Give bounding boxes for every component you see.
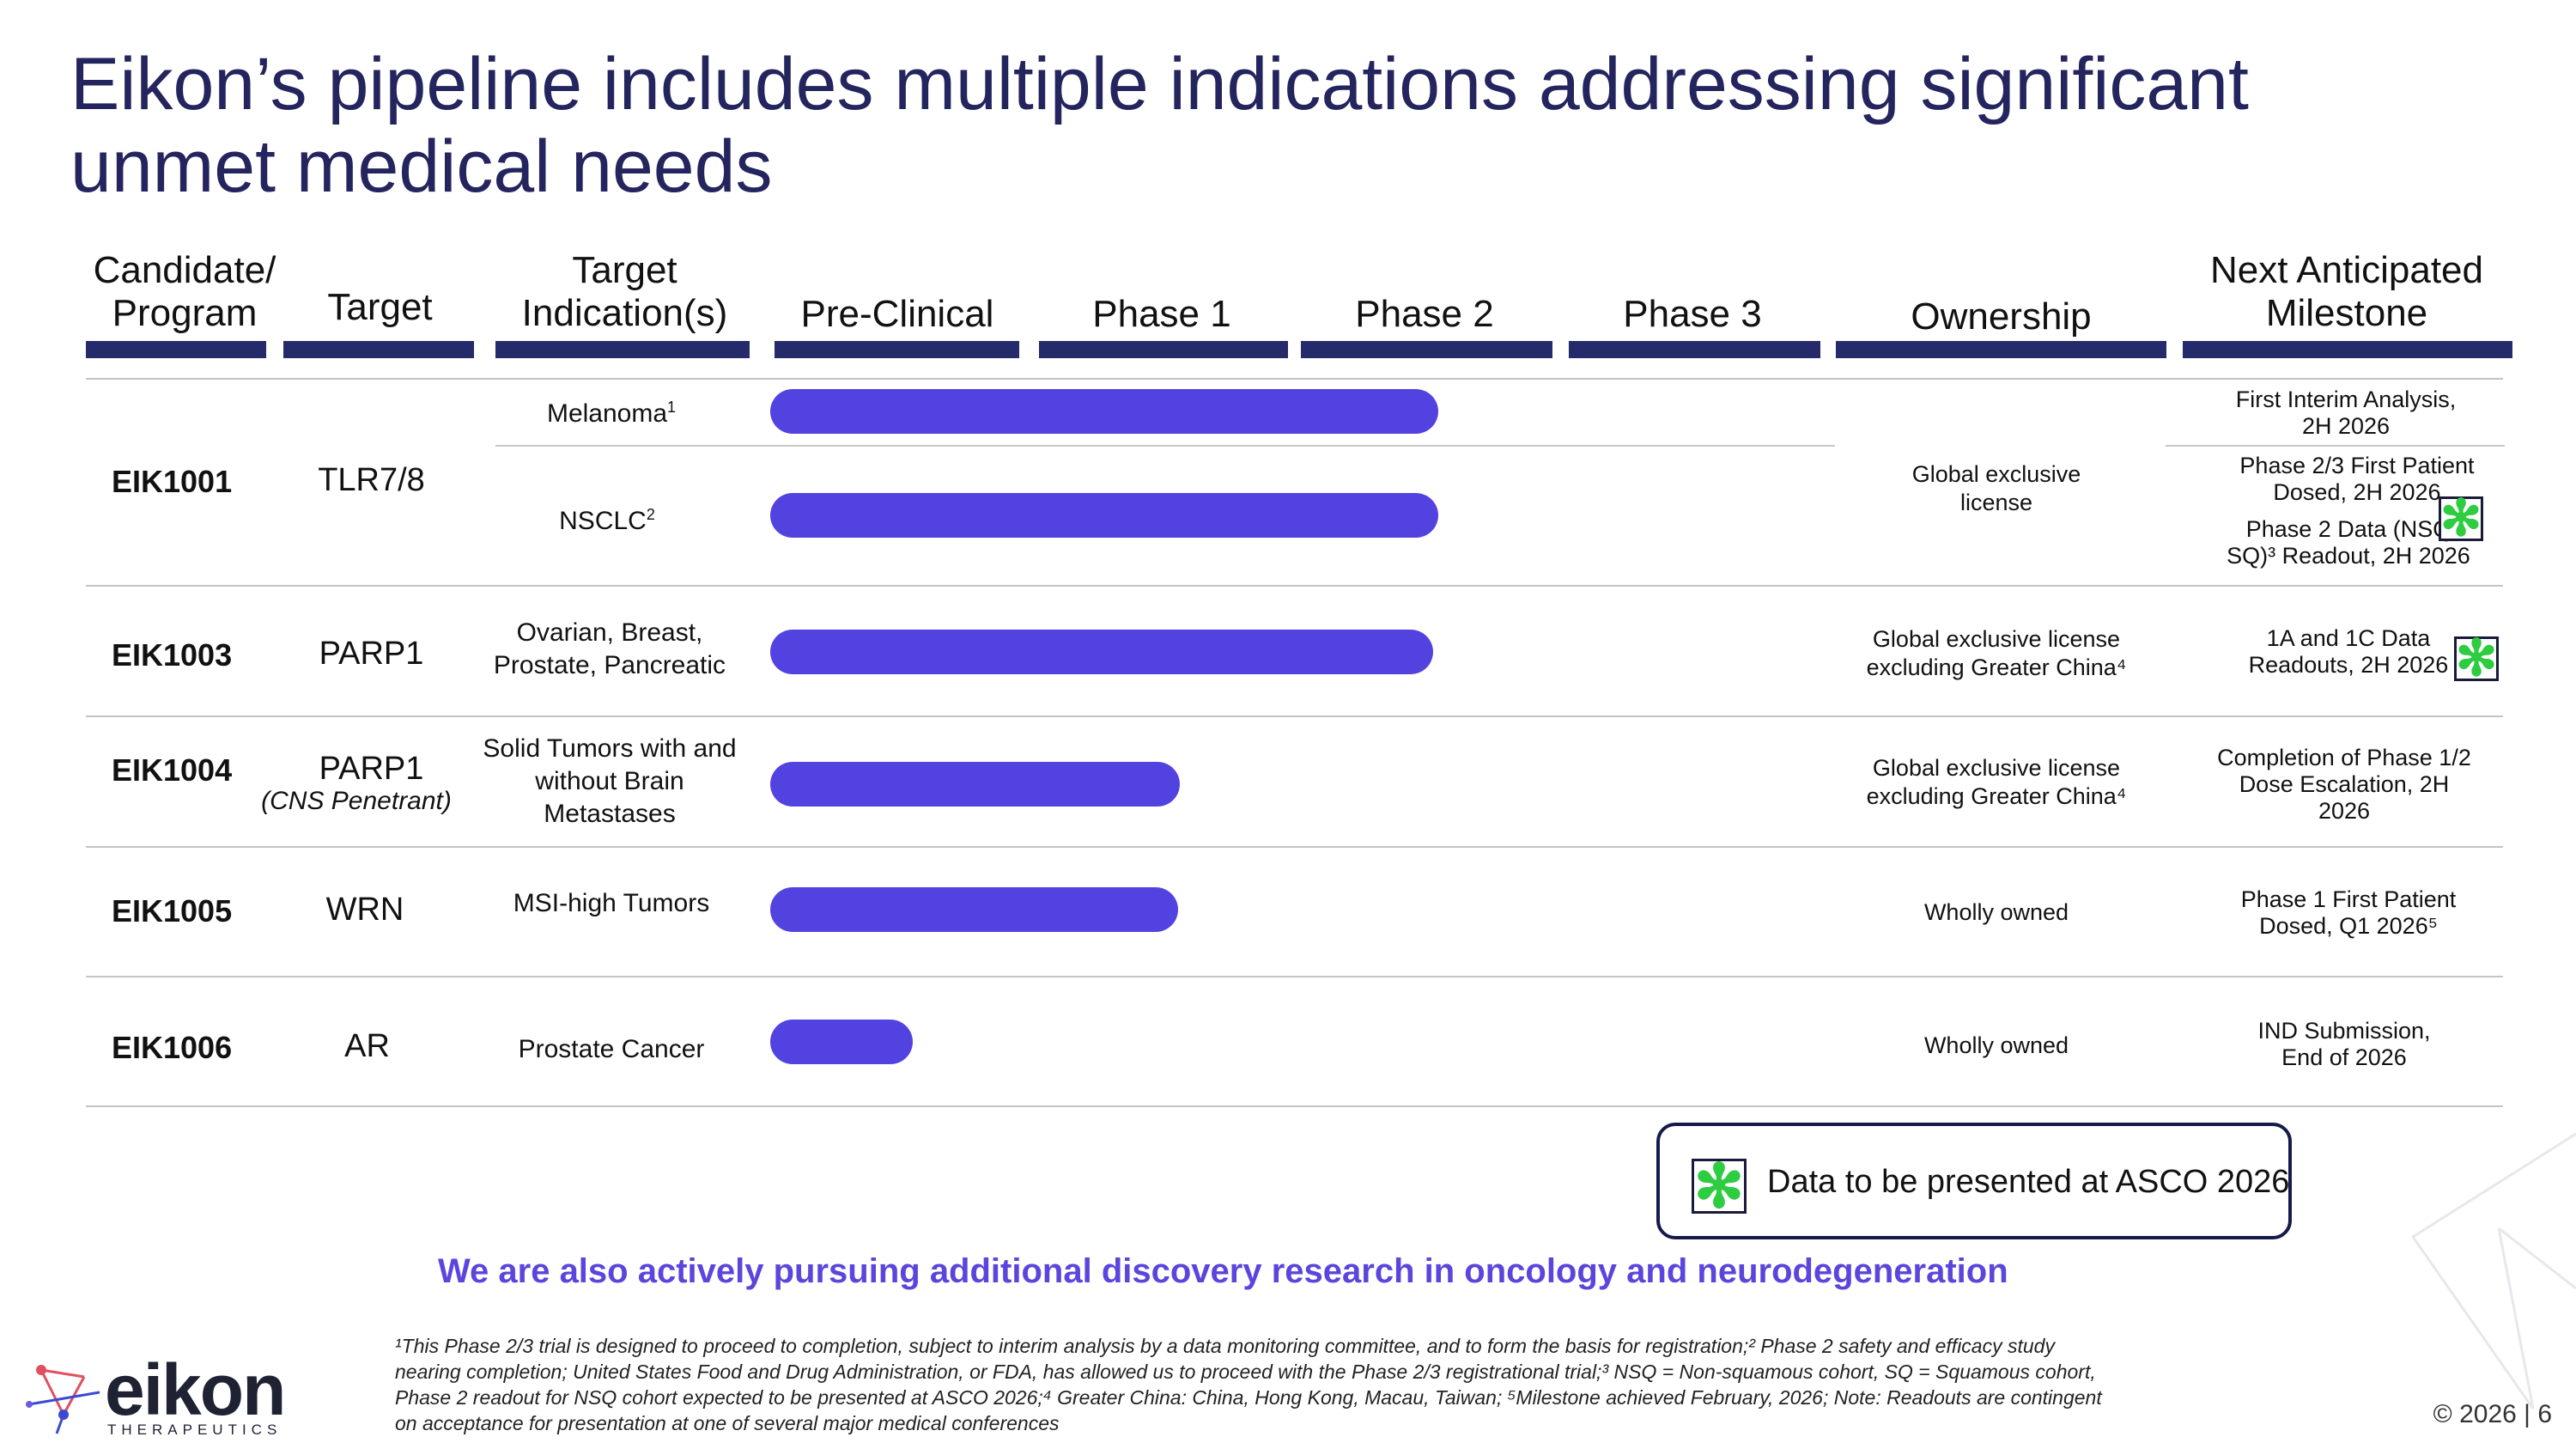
progress-bar: [770, 887, 1178, 932]
header-indication: Target Indication(s): [521, 249, 728, 334]
logo-subtext: THERAPEUTICS: [107, 1422, 283, 1438]
header-phase2: Phase 2: [1355, 293, 1494, 335]
candidate-name: EIK1004: [112, 752, 233, 788]
tagline: We are also actively pursuing additional…: [438, 1252, 2008, 1290]
milestone-text: Phase 1 First Patient Dosed, Q1 2026⁵: [2240, 886, 2457, 939]
progress-bar: [770, 630, 1433, 674]
target-name: AR: [344, 1028, 390, 1064]
indication-name: Melanoma1: [546, 399, 677, 428]
row-separator: [86, 846, 2503, 848]
header-milestone: Next Anticipated Milestone: [2210, 249, 2483, 334]
copyright-page-number: © 2026 | 6: [2433, 1400, 2552, 1428]
target-name: PARP1: [319, 636, 424, 672]
header-bar-candidate: [86, 341, 266, 358]
candidate-name: EIK1006: [112, 1030, 233, 1065]
page-title: Eikon’s pipeline includes multiple indic…: [70, 43, 2249, 208]
candidate-name: EIK1005: [112, 893, 233, 928]
ownership-text: Global exclusive license excluding Great…: [1866, 755, 2127, 809]
header-bar-phase1: [1039, 341, 1288, 358]
header-ownership: Ownership: [1911, 295, 2092, 338]
milestone-text: Phase 2/3 First Patient Dosed, 2H 2026: [2239, 453, 2475, 505]
header-phase3: Phase 3: [1623, 293, 1762, 335]
candidate-name: EIK1003: [112, 637, 233, 673]
legend-box: ✻ Data to be presented at ASCO 2026: [1656, 1123, 2292, 1239]
header-candidate: Candidate/ Program: [93, 249, 276, 334]
subrow-separator: [2166, 445, 2505, 447]
row-separator: [86, 715, 2503, 717]
asterisk-icon: ✻: [2439, 490, 2483, 546]
progress-bar: [770, 389, 1438, 434]
indication-name: MSI-high Tumors: [513, 889, 710, 917]
header-bar-target: [283, 341, 474, 358]
milestone-text: IND Submission, End of 2026: [2257, 1018, 2431, 1070]
milestone-text: 1A and 1C Data Readouts, 2H 2026: [2248, 625, 2449, 678]
target-note: (CNS Penetrant): [261, 787, 452, 815]
indication-name: Ovarian, Breast, Prostate, Pancreatic: [493, 618, 726, 679]
header-bar-ownership: [1836, 341, 2166, 358]
indication-name: Prostate Cancer: [518, 1035, 705, 1063]
indication-name: NSCLC2: [559, 506, 655, 535]
header-phase1: Phase 1: [1092, 293, 1231, 335]
milestone-text: Completion of Phase 1/2 Dose Escalation,…: [2217, 745, 2471, 824]
progress-bar: [770, 1020, 913, 1064]
header-bar-milestone: [2183, 341, 2512, 358]
header-target: Target: [327, 286, 433, 328]
header-bar-phase3: [1569, 341, 1820, 358]
row-separator: [86, 378, 2503, 380]
asterisk-icon: ✻: [1692, 1156, 1747, 1216]
header-bar-preclinical: [775, 341, 1019, 358]
logo-wordmark: eikon: [105, 1349, 286, 1430]
ownership-text: Global exclusive license excluding Great…: [1866, 626, 2127, 680]
row-separator: [86, 976, 2503, 977]
milestone-text: First Interim Analysis, 2H 2026: [2235, 387, 2457, 439]
target-name: TLR7/8: [318, 462, 425, 498]
ownership-text: Wholly owned: [1923, 1032, 2069, 1058]
header-preclinical: Pre-Clinical: [800, 293, 994, 335]
progress-bar: [770, 493, 1438, 538]
logo-mark-icon: [26, 1365, 100, 1434]
milestone-text: Phase 2 Data (NSQ SQ)³ Readout, 2H 2026: [2227, 516, 2470, 569]
row-separator: [86, 1105, 2503, 1107]
footnote: ¹This Phase 2/3 trial is designed to pro…: [395, 1335, 2102, 1434]
asterisk-icon: ✻: [2454, 630, 2499, 686]
target-name: PARP1: [319, 751, 424, 787]
header-bar-indication: [495, 341, 750, 358]
target-name: WRN: [325, 892, 404, 928]
ownership-text: Global exclusive license: [1911, 461, 2081, 515]
decorative-lines: [2410, 1132, 2576, 1409]
indication-name: Solid Tumors with and without Brain Meta…: [483, 734, 737, 828]
progress-bar: [770, 762, 1180, 807]
header-bar-phase2: [1301, 341, 1552, 358]
subrow-separator: [495, 445, 1835, 447]
legend-text: Data to be presented at ASCO 2026: [1767, 1164, 2290, 1200]
candidate-name: EIK1001: [112, 464, 233, 499]
row-separator: [86, 585, 2503, 587]
ownership-text: Wholly owned: [1923, 899, 2069, 925]
